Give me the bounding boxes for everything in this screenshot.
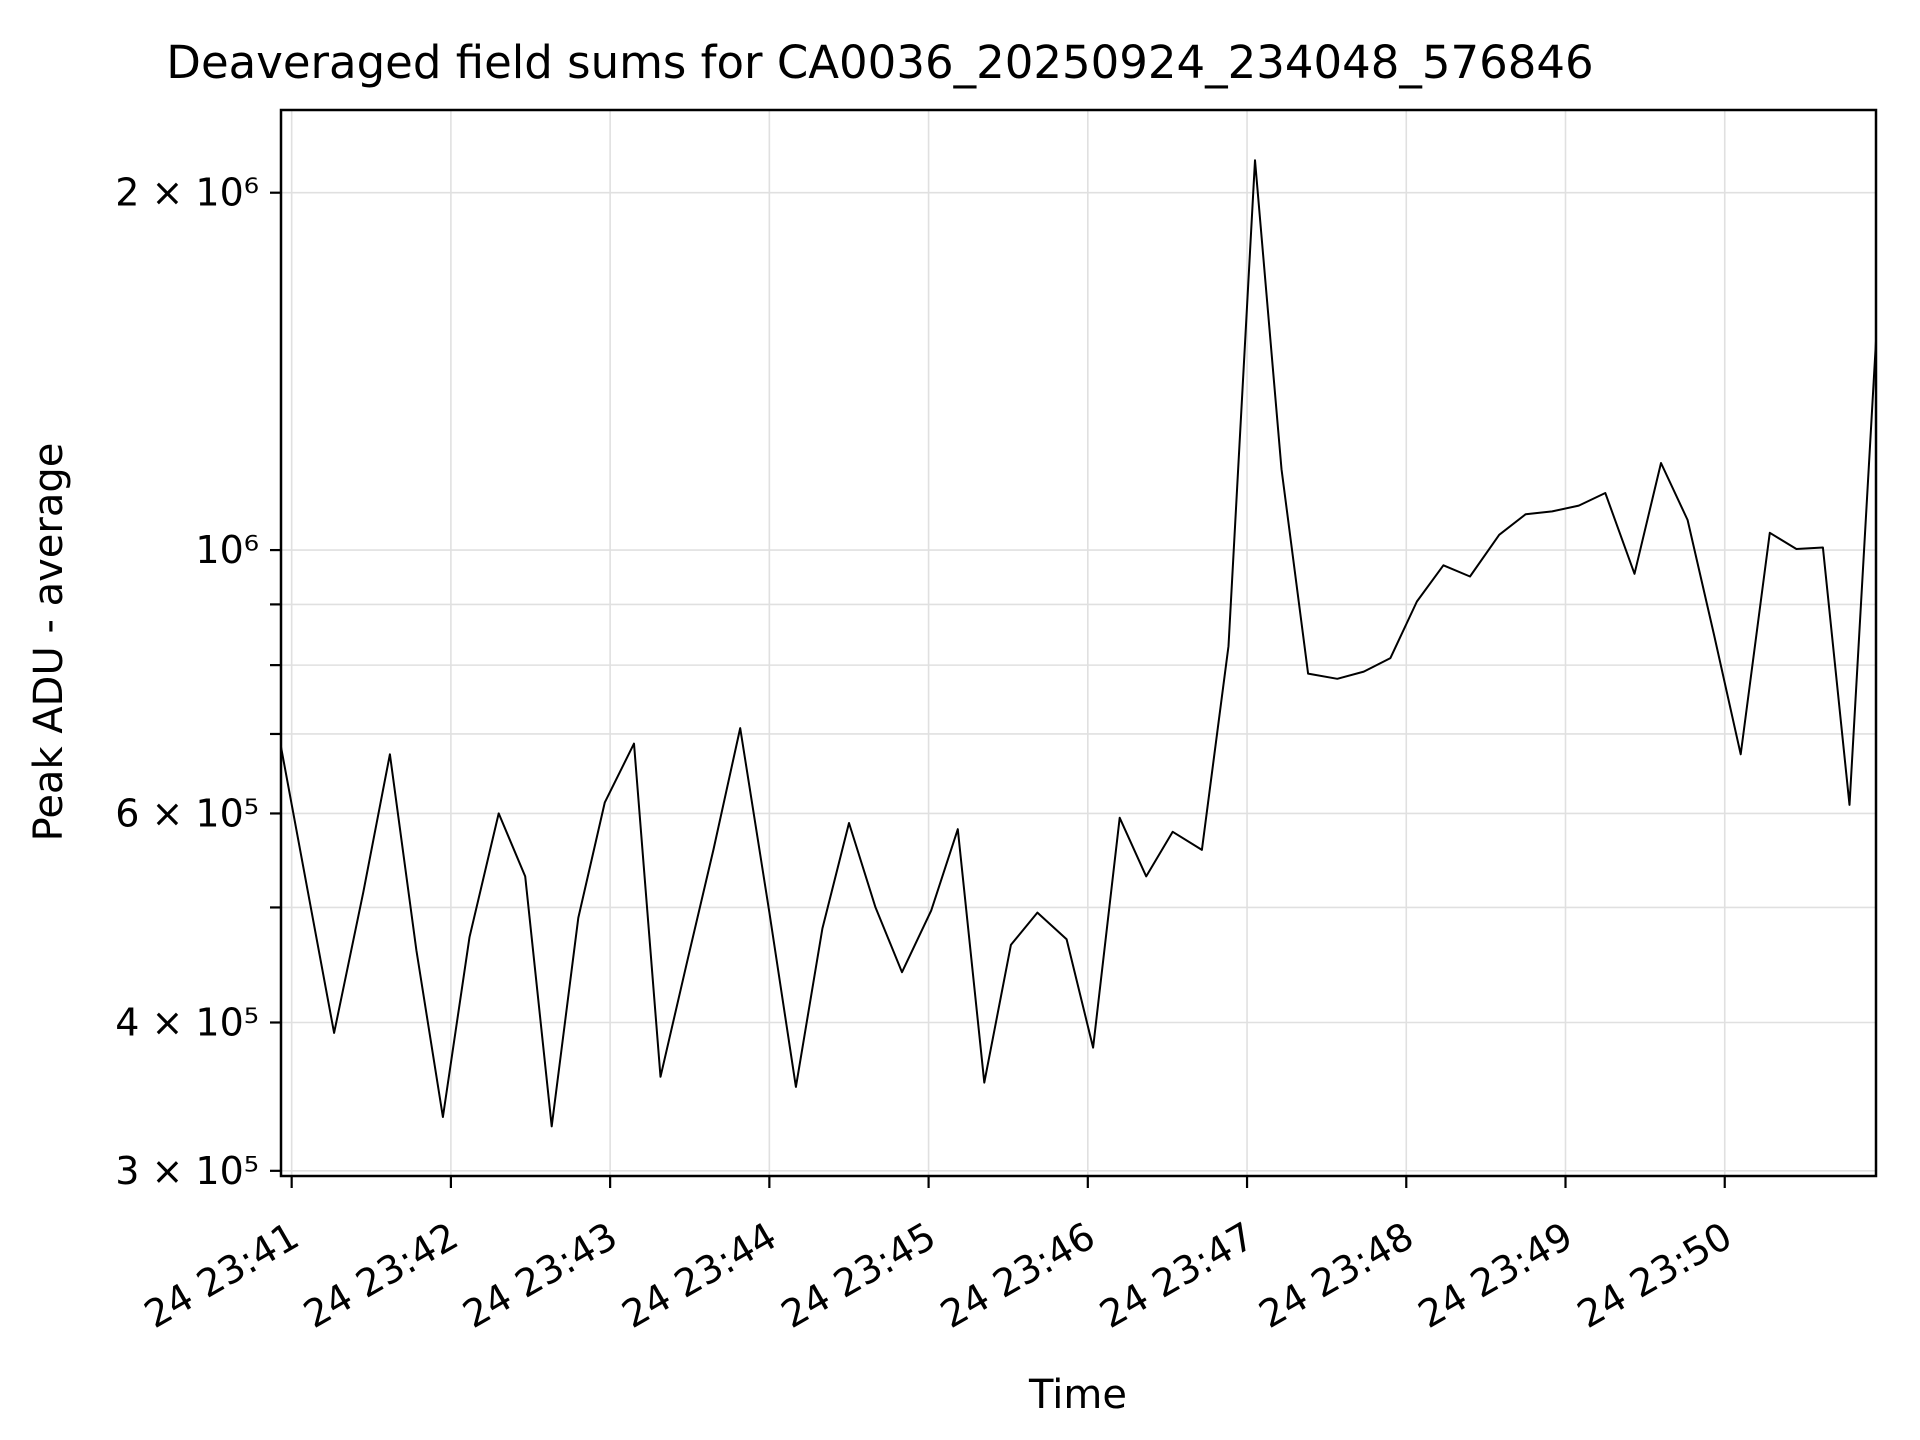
axes-spines bbox=[279, 108, 1878, 1178]
gridlines bbox=[281, 110, 1876, 1176]
plot-border bbox=[279, 108, 1878, 1178]
x-tick-label: 24 23:43 bbox=[455, 1214, 624, 1337]
x-tick-label: 24 23:47 bbox=[1092, 1214, 1261, 1337]
x-tick-label: 24 23:46 bbox=[933, 1214, 1102, 1337]
x-tick-label: 24 23:41 bbox=[137, 1214, 306, 1337]
x-axis-label: Time bbox=[1028, 1372, 1127, 1418]
data-series bbox=[280, 159, 1877, 1128]
x-tick-label: 24 23:49 bbox=[1411, 1214, 1580, 1337]
y-tick-label: 10⁶ bbox=[195, 528, 259, 572]
x-tick-label: 24 23:44 bbox=[615, 1214, 784, 1337]
y-tick-label: 2 × 10⁶ bbox=[115, 171, 259, 215]
y-tick-label: 3 × 10⁵ bbox=[115, 1149, 259, 1193]
data-line bbox=[280, 159, 1877, 1128]
y-axis-label: Peak ADU - average bbox=[26, 443, 72, 842]
x-tick-label: 24 23:42 bbox=[296, 1214, 465, 1337]
x-tick-label: 24 23:50 bbox=[1570, 1214, 1739, 1337]
x-tick-label: 24 23:48 bbox=[1252, 1214, 1421, 1337]
chart-title: Deaveraged field sums for CA0036_2025092… bbox=[166, 36, 1593, 89]
tick-marks bbox=[270, 191, 1726, 1188]
x-tick-label: 24 23:45 bbox=[774, 1214, 943, 1337]
y-tick-label: 4 × 10⁵ bbox=[115, 1000, 259, 1044]
y-tick-label: 6 × 10⁵ bbox=[115, 791, 259, 835]
